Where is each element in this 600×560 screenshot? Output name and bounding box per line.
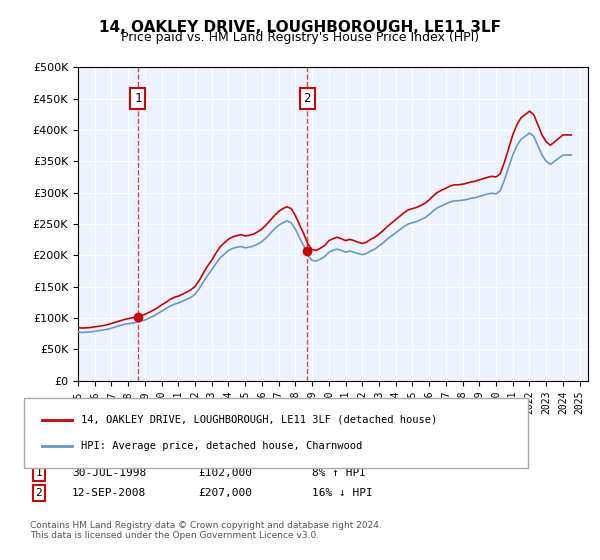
Text: 1: 1 — [134, 92, 142, 105]
Text: 12-SEP-2008: 12-SEP-2008 — [72, 488, 146, 498]
Text: £207,000: £207,000 — [198, 488, 252, 498]
Text: Price paid vs. HM Land Registry's House Price Index (HPI): Price paid vs. HM Land Registry's House … — [121, 31, 479, 44]
Text: 1: 1 — [35, 468, 43, 478]
Text: Contains HM Land Registry data © Crown copyright and database right 2024.
This d: Contains HM Land Registry data © Crown c… — [30, 521, 382, 540]
Text: 14, OAKLEY DRIVE, LOUGHBOROUGH, LE11 3LF: 14, OAKLEY DRIVE, LOUGHBOROUGH, LE11 3LF — [99, 20, 501, 35]
Text: 14, OAKLEY DRIVE, LOUGHBOROUGH, LE11 3LF (detached house): 14, OAKLEY DRIVE, LOUGHBOROUGH, LE11 3LF… — [81, 414, 437, 424]
Text: £102,000: £102,000 — [198, 468, 252, 478]
Text: 8% ↑ HPI: 8% ↑ HPI — [312, 468, 366, 478]
Text: 2: 2 — [304, 92, 311, 105]
Text: 16% ↓ HPI: 16% ↓ HPI — [312, 488, 373, 498]
Text: 30-JUL-1998: 30-JUL-1998 — [72, 468, 146, 478]
Text: 2: 2 — [35, 488, 43, 498]
Text: HPI: Average price, detached house, Charnwood: HPI: Average price, detached house, Char… — [81, 441, 362, 451]
